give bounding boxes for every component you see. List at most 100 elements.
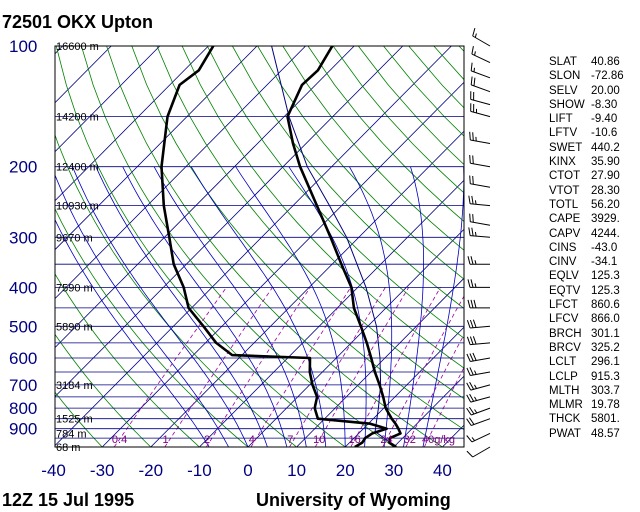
barb-shaft: [470, 325, 491, 329]
index-name: LCLT: [549, 356, 577, 369]
plot-frame: [54, 45, 465, 448]
index-name: BRCH: [549, 327, 582, 340]
barb-shaft: [471, 418, 491, 426]
temperature-axis: -40 -30 -20 -10 0 10 20 30 40: [41, 461, 452, 480]
wind-barb: [466, 367, 491, 376]
barb-half-feather: [471, 437, 475, 441]
index-row: KINX 35.90: [549, 155, 633, 169]
index-value: 440.2: [591, 141, 620, 154]
index-name: EQLV: [549, 270, 579, 283]
height-label: 10930 m: [56, 201, 99, 213]
index-name: SWET: [549, 141, 583, 154]
pressure-tick-label: 400: [9, 278, 37, 297]
wind-barb: [466, 336, 491, 346]
height-labels: 16600 m 14200 m 12400 m 10930 m 9670 m 7590 m…: [56, 41, 99, 454]
index-name: BRCV: [549, 341, 581, 354]
stability-indices-table: SLAT 40.86 SLON -72.86 SELV 20.00 SHOW -8.30 LIF…: [549, 55, 633, 441]
index-row: CAPV 4244.: [549, 227, 633, 241]
barb-shaft: [470, 384, 491, 391]
index-row: CTOT 27.90: [549, 169, 633, 183]
barb-feather: [466, 435, 473, 443]
index-name: SELV: [549, 84, 578, 97]
wind-barbs: [466, 27, 491, 458]
index-value: 3929.: [591, 213, 620, 226]
index-value: -8.30: [591, 98, 618, 111]
isotherm-line: [344, 326, 464, 447]
index-value: 301.1: [591, 327, 620, 340]
barb-feather: [471, 195, 474, 205]
index-value: 27.90: [591, 170, 620, 183]
temperature-tick-label: -10: [187, 461, 212, 480]
index-value: 125.3: [591, 270, 620, 283]
moist-adiabat-line: [72, 166, 249, 447]
barb-feather: [466, 336, 471, 345]
source-label: University of Wyoming: [256, 490, 451, 510]
pressure-tick-label: 100: [9, 37, 37, 56]
wind-barb: [466, 352, 491, 362]
index-row: CAPE 3929.: [549, 212, 633, 226]
isotherm-line: [55, 46, 258, 251]
sounding-profiles: [160, 46, 402, 447]
index-row: LCLP 915.3: [549, 370, 633, 384]
index-row: EQTV 125.3: [549, 284, 633, 298]
barb-feather: [469, 154, 471, 164]
index-row: PWAT 48.57: [549, 427, 633, 441]
barb-shaft: [470, 139, 491, 144]
barb-feather: [468, 227, 471, 236]
index-row: LFCT 860.6: [549, 298, 633, 312]
temperature-tick-label: -30: [90, 461, 115, 480]
wind-barb: [469, 131, 491, 144]
barb-shaft: [472, 446, 491, 458]
wind-barb: [470, 76, 491, 93]
wind-barb: [470, 91, 491, 106]
isotherm-line: [393, 375, 464, 447]
barb-feather: [468, 195, 471, 204]
index-value: 303.7: [591, 384, 620, 397]
index-row: SWET 440.2: [549, 141, 633, 155]
dry-adiabat-line: [55, 207, 249, 447]
index-name: VTOT: [549, 184, 580, 197]
barb-feather: [469, 393, 475, 402]
barb-shaft: [470, 162, 491, 168]
barb-feather: [469, 175, 471, 184]
height-label: 14200 m: [56, 112, 99, 124]
barb-feather: [467, 256, 471, 265]
barb-shaft: [470, 235, 491, 238]
index-name: CAPE: [549, 213, 581, 226]
wind-barb: [466, 432, 491, 443]
index-row: BRCV 325.2: [549, 341, 633, 355]
barb-shaft: [470, 357, 491, 362]
barb-half-feather: [474, 409, 478, 414]
barb-feather: [469, 353, 474, 362]
pressure-tick-label: 300: [9, 228, 37, 247]
barb-feather: [472, 155, 474, 164]
wind-barb: [467, 299, 490, 309]
index-row: CINV -34.1: [549, 255, 633, 269]
barb-feather: [466, 407, 472, 416]
height-label: 9670 m: [56, 232, 93, 244]
dry-adiabat-line: [131, 46, 464, 431]
barb-half-feather: [474, 51, 476, 56]
wind-barb: [470, 62, 491, 79]
barb-half-feather: [474, 33, 477, 38]
index-name: LCLP: [549, 370, 578, 383]
pressure-axis: 100 200 300 400 500 600 700 800 900: [9, 37, 37, 439]
index-name: THCK: [549, 413, 581, 426]
barb-shaft: [470, 98, 491, 106]
barb-feather: [466, 382, 472, 391]
barb-feather: [467, 279, 471, 288]
height-label: 16600 m: [56, 41, 99, 53]
index-value: -34.1: [591, 256, 618, 269]
wind-barb: [467, 256, 490, 265]
index-name: TOTL: [549, 198, 579, 211]
barb-feather: [467, 299, 471, 309]
index-value: 296.1: [591, 356, 620, 369]
mixing-ratio-label: 10: [313, 434, 325, 446]
dry-adiabat-line: [181, 46, 464, 369]
index-row: THCK 5801.: [549, 412, 633, 426]
barb-shaft: [470, 183, 491, 188]
isotherm-line: [55, 46, 306, 300]
index-name: SLAT: [549, 56, 577, 68]
isotherm-line: [199, 179, 464, 447]
index-value: 56.20: [591, 198, 620, 211]
